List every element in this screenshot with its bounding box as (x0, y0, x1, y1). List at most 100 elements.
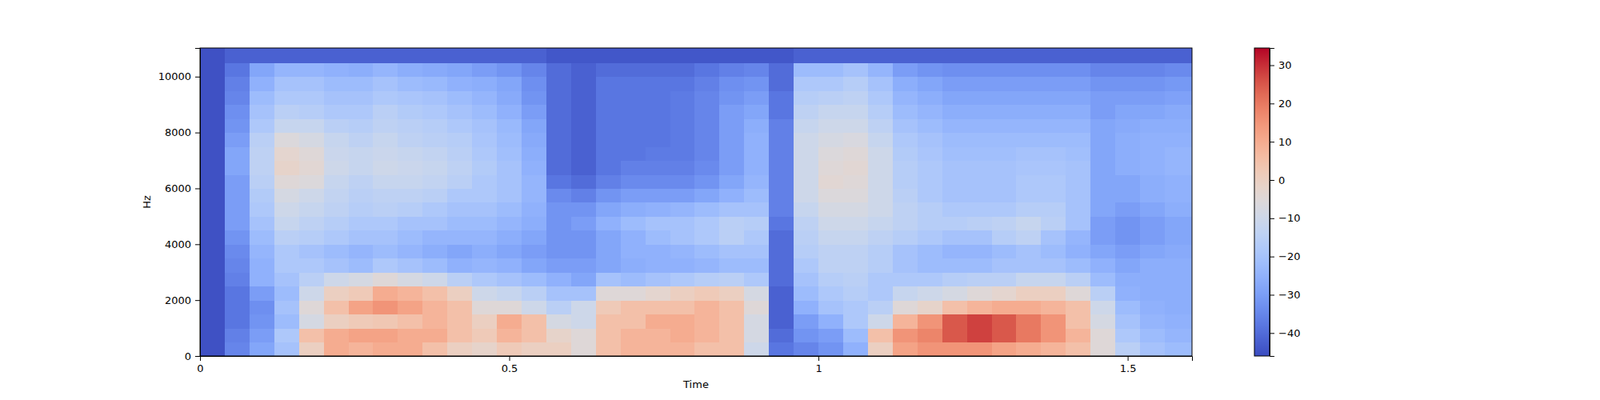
cell (967, 300, 992, 315)
cell (249, 174, 275, 189)
cell (719, 300, 744, 315)
tick-mark (818, 356, 820, 361)
cell (422, 300, 448, 315)
cell (447, 48, 472, 64)
cell (1040, 272, 1066, 287)
cell (521, 174, 547, 189)
cell (843, 244, 868, 259)
cell (793, 202, 819, 217)
tick: 10 (1269, 136, 1292, 148)
tick-mark (1128, 356, 1129, 361)
cell (472, 258, 497, 273)
cell (868, 48, 893, 64)
cell (274, 314, 300, 329)
cell (571, 314, 596, 329)
cell (719, 258, 744, 273)
cell (942, 314, 968, 329)
cell (274, 174, 300, 189)
cell (768, 118, 794, 133)
cell (1164, 244, 1192, 259)
cell (744, 160, 769, 176)
cell (645, 314, 671, 329)
cell (521, 62, 547, 77)
cell (571, 160, 596, 176)
cell (397, 90, 423, 105)
tick-mark (195, 76, 200, 78)
cell (546, 160, 572, 176)
cell (496, 160, 522, 176)
cell (1090, 76, 1116, 92)
cell (447, 202, 472, 217)
cell (274, 118, 300, 133)
tick: 20 (1269, 97, 1292, 110)
cell (324, 258, 349, 273)
cell (422, 314, 448, 329)
cell (620, 314, 646, 329)
cell (1040, 90, 1066, 105)
cell (843, 216, 868, 231)
cell (274, 104, 300, 120)
cell (768, 230, 794, 245)
cell (571, 104, 596, 120)
cell (249, 118, 275, 133)
cell (868, 104, 893, 120)
cell (843, 118, 868, 133)
cell (249, 230, 275, 245)
cell (1065, 342, 1091, 356)
cell (397, 286, 423, 301)
cell (472, 146, 497, 161)
cell (992, 230, 1017, 245)
cell (200, 328, 225, 343)
cell (472, 272, 497, 287)
cell (571, 146, 596, 161)
tick-label: −20 (1278, 250, 1300, 263)
cell (546, 230, 572, 245)
cell (249, 272, 275, 287)
cell (397, 62, 423, 77)
cell (324, 314, 349, 329)
cell (1115, 76, 1140, 92)
cell (274, 244, 300, 259)
y-axis-title: Hz (140, 195, 153, 209)
cell (992, 132, 1017, 148)
cell (1164, 174, 1192, 189)
cell (571, 286, 596, 301)
cell (596, 132, 621, 148)
cell (521, 104, 547, 120)
heatmap-cells (200, 48, 1192, 356)
cell (397, 244, 423, 259)
cell (892, 258, 918, 273)
cell (1164, 76, 1192, 92)
cell (546, 118, 572, 133)
cell (200, 286, 225, 301)
cell (744, 118, 769, 133)
cell (1065, 272, 1091, 287)
cell (868, 230, 893, 245)
cell (299, 230, 324, 245)
cell (422, 286, 448, 301)
cell (992, 188, 1017, 203)
tick-label: 20 (1278, 97, 1292, 110)
cell (447, 272, 472, 287)
cell (967, 118, 992, 133)
cell (645, 230, 671, 245)
cell (546, 90, 572, 105)
cell (793, 286, 819, 301)
cell (768, 48, 794, 64)
cell (670, 132, 696, 148)
cell (868, 272, 893, 287)
cell (694, 90, 720, 105)
cell (917, 286, 943, 301)
cell (942, 258, 968, 273)
cell (694, 104, 720, 120)
cell (422, 342, 448, 356)
cell (992, 300, 1017, 315)
tick: 1.5 (1120, 356, 1137, 375)
cell (348, 188, 374, 203)
cell (967, 244, 992, 259)
tick-mark (1269, 180, 1275, 181)
cell (967, 90, 992, 105)
cell (719, 62, 744, 77)
cell (670, 118, 696, 133)
cell (818, 146, 844, 161)
